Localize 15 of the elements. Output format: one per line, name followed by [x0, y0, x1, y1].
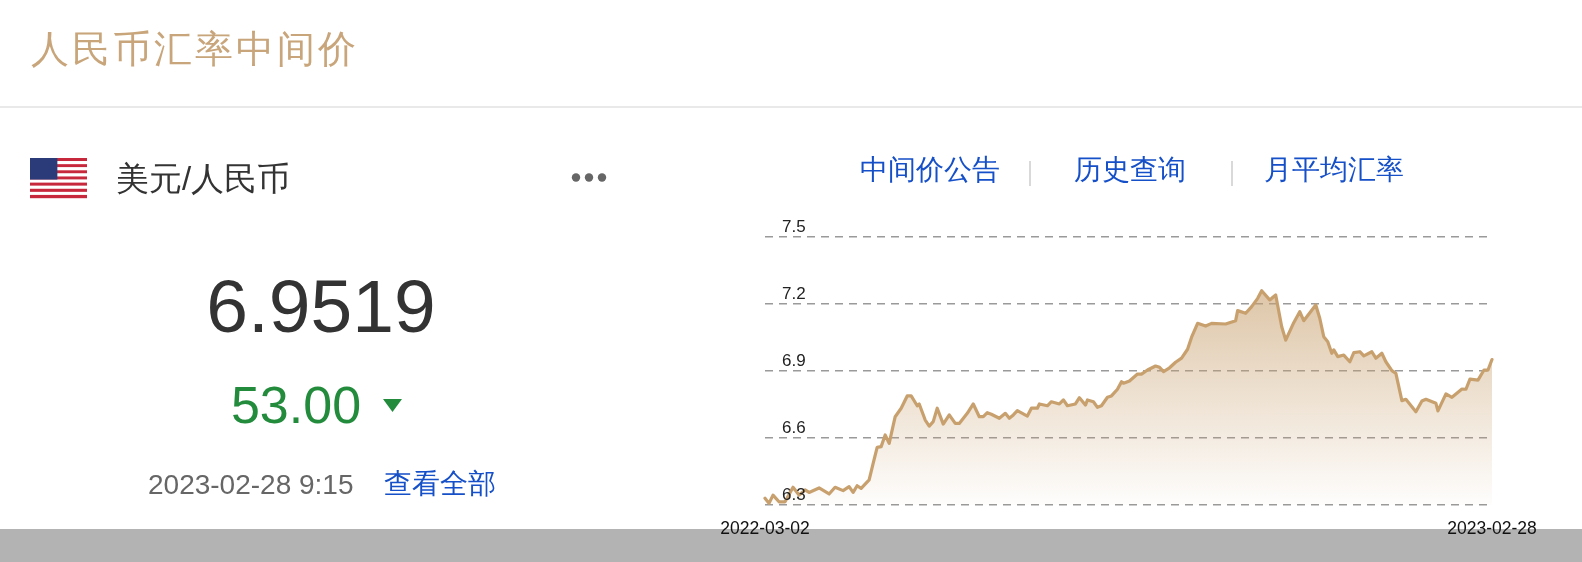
text: 53.00	[230, 376, 362, 434]
y-tick-label: 6.6	[782, 417, 806, 437]
text: 6.9519	[206, 264, 436, 348]
text: 中间价公告	[860, 154, 1000, 185]
y-tick-label: 7.2	[782, 283, 806, 303]
text: 2023-02-28 9:15	[148, 469, 354, 500]
text: 查看全部	[384, 468, 496, 499]
y-tick-label: 6.9	[782, 350, 806, 370]
y-tick-label: 7.5	[782, 216, 806, 236]
x-tick-label: 2022-03-02	[720, 518, 810, 538]
text: 人民币汇率中间价	[31, 28, 359, 70]
text: 历史查询	[1074, 154, 1186, 185]
text: 月平均汇率	[1264, 154, 1404, 185]
text: 美元/人民币	[116, 160, 291, 197]
x-tick-label: 2023-02-28	[1447, 518, 1537, 538]
